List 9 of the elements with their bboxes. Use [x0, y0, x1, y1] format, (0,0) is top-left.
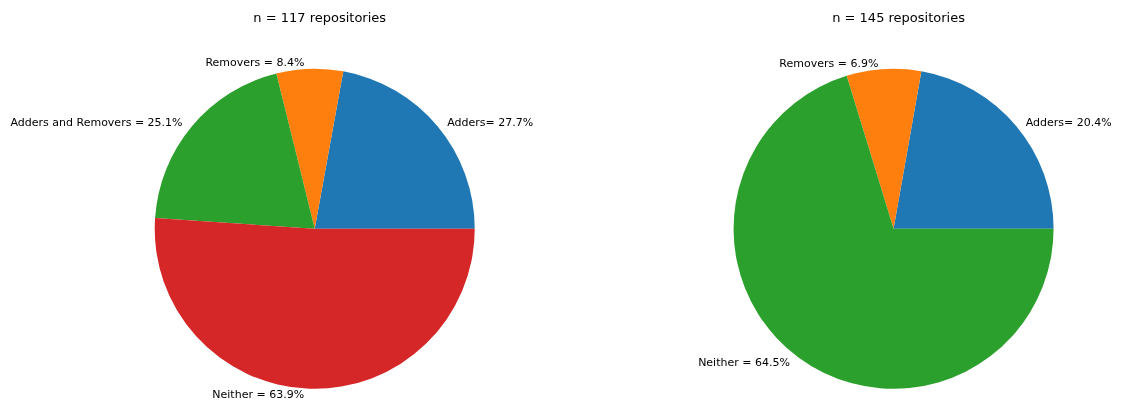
chart-title: n = 145 repositories	[832, 10, 966, 25]
slice-label: Neither = 64.5%	[698, 355, 790, 369]
slice-label: Neither = 63.9%	[212, 388, 305, 402]
slice-label: Adders= 20.4%	[1025, 115, 1112, 129]
chart-title: n = 117 repositories	[253, 10, 387, 25]
slice-label: Adders and Removers = 25.1%	[10, 115, 183, 129]
slice-label: Removers = 8.4%	[205, 56, 305, 70]
slice-label: Removers = 6.9%	[779, 56, 879, 70]
slice-label: Adders= 27.7%	[447, 115, 534, 129]
